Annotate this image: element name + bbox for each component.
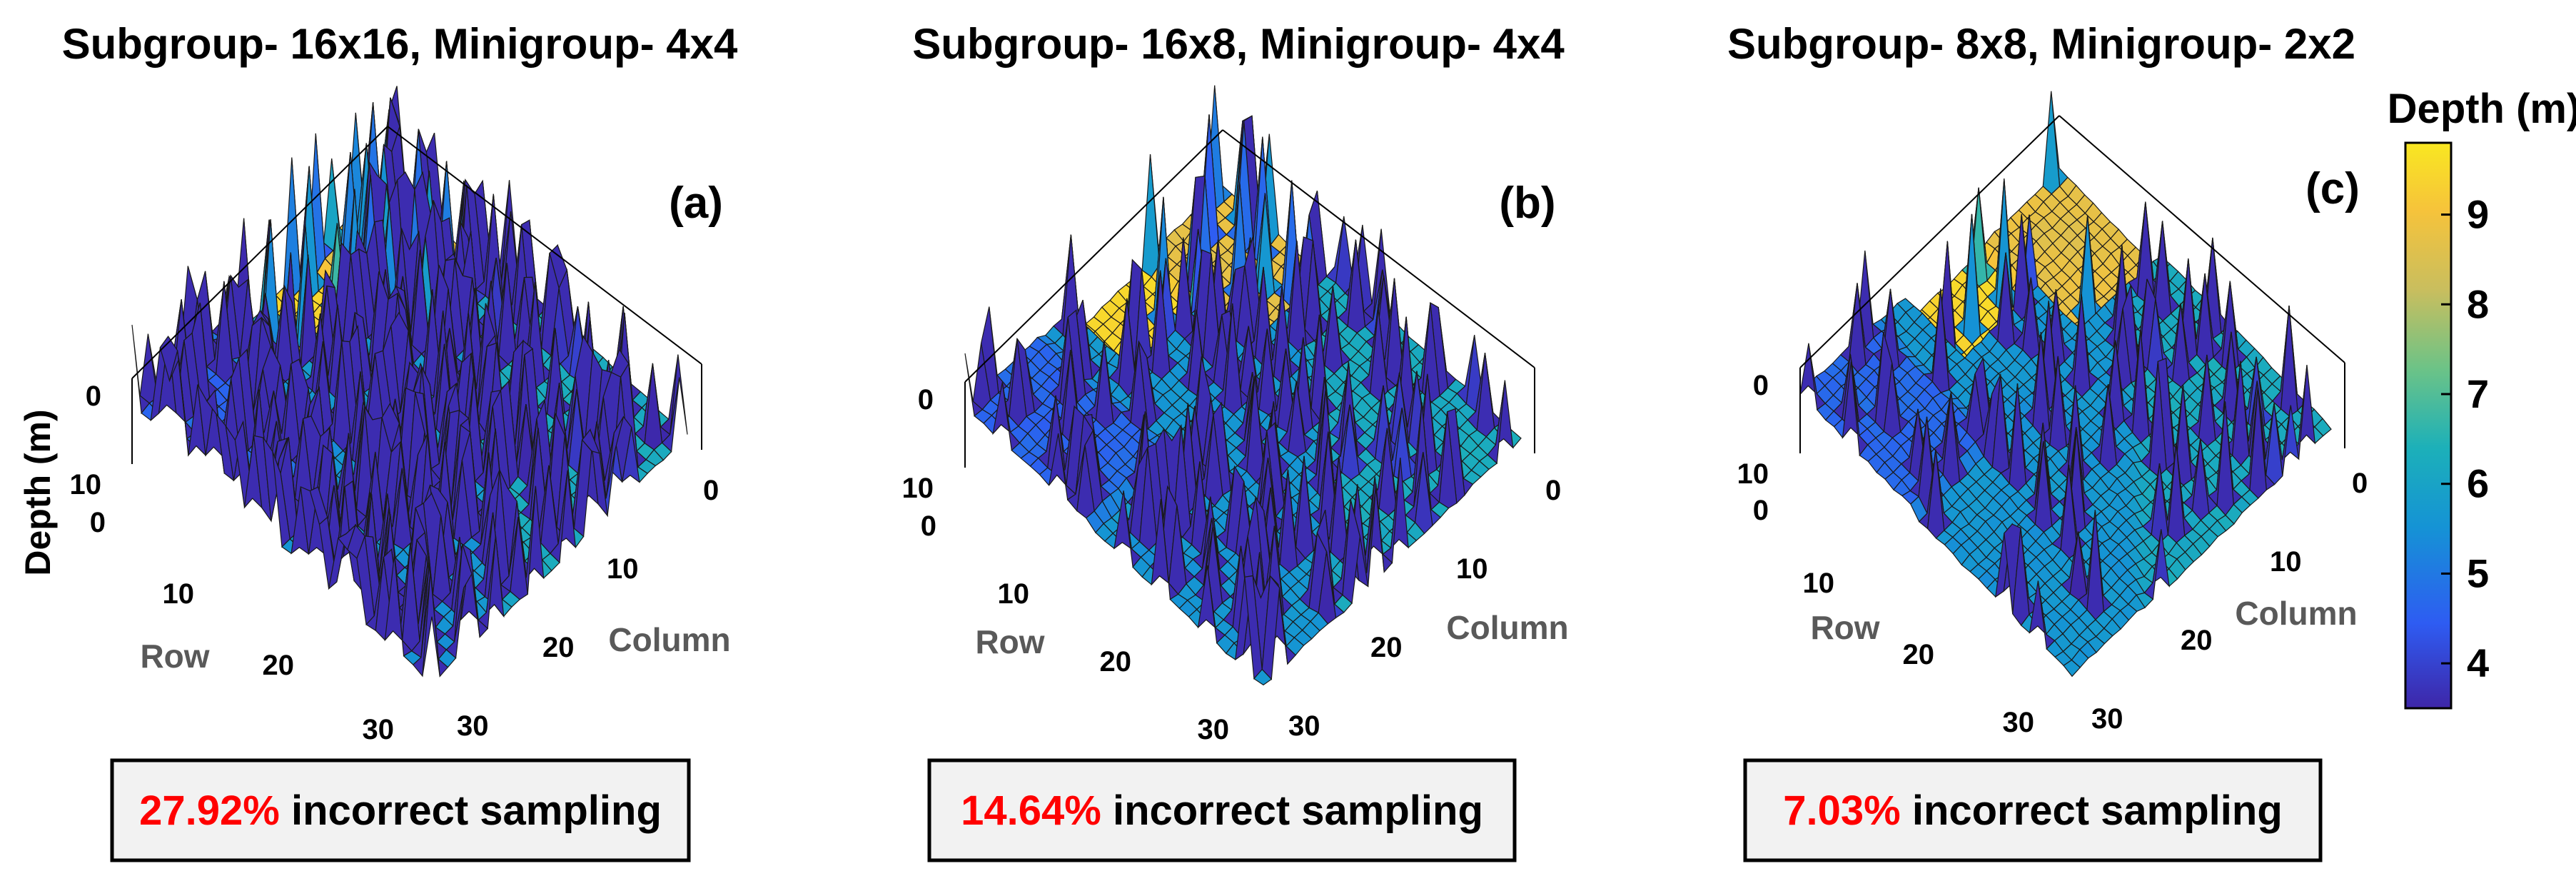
panel-label: (b) [1499, 178, 1555, 228]
col-tick-30: 30 [1288, 710, 1320, 742]
panel-c: Subgroup- 8x8, Minigroup- 2x2 (c) 0 10 0… [1727, 20, 2368, 862]
surface-cell [2042, 91, 2061, 195]
axis-edge [2059, 115, 2345, 363]
sampling-note-box [1743, 758, 2323, 862]
col-tick-10: 10 [607, 553, 639, 585]
sampling-note-box [927, 758, 1517, 862]
panel-b: Subgroup- 16x8, Minigroup- 4x4 (b) 0 10 … [902, 20, 1569, 862]
axis-edge [387, 126, 702, 365]
panel-title: Subgroup- 16x8, Minigroup- 4x4 [912, 20, 1565, 68]
colorbar-tick-label: 5 [2467, 550, 2489, 595]
axis-edge [131, 126, 388, 379]
col-tick-30: 30 [2091, 703, 2123, 735]
z-tick-10: 10 [70, 469, 102, 500]
row-axis-label: Row [975, 623, 1044, 660]
row-tick-10: 10 [1803, 568, 1835, 599]
row-tick-20: 20 [263, 650, 295, 681]
sampling-note: 7.03% incorrect sampling [1743, 758, 2323, 862]
panel-a: Subgroup- 16x16, Minigroup- 4x4 (a) Dept… [18, 20, 738, 862]
z-axis-label: Depth (m) [18, 409, 58, 575]
incorrect-sampling-label: incorrect sampling [1101, 787, 1483, 834]
row-axis-label: Row [140, 638, 209, 675]
row-tick-0: 0 [921, 510, 936, 542]
col-tick-30: 30 [457, 710, 489, 742]
row-tick-20: 20 [1100, 646, 1132, 678]
panel-title: Subgroup- 8x8, Minigroup- 2x2 [1727, 20, 2355, 68]
surface-cell [422, 572, 440, 677]
sampling-note: 14.64% incorrect sampling [927, 758, 1517, 862]
col-tick-20: 20 [542, 632, 575, 663]
colorbar-gradient [2404, 141, 2453, 710]
sampling-note-text: 27.92% incorrect sampling [139, 787, 662, 834]
row-tick-10: 10 [163, 578, 195, 610]
col-tick-10: 10 [2270, 546, 2302, 578]
incorrect-sampling-label: incorrect sampling [1901, 787, 2283, 834]
z-tick-0: 0 [86, 381, 101, 412]
incorrect-sampling-percent: 7.03% [1783, 787, 1900, 834]
surface-cell [2063, 659, 2081, 678]
row-tick-10: 10 [998, 578, 1030, 610]
surface-cell [1141, 153, 1161, 278]
colorbar-tick-label: 4 [2467, 640, 2489, 685]
colorbar: Depth (m) 4 5 6 7 8 9 [2388, 86, 2576, 710]
colorbar-tick-label: 6 [2467, 461, 2489, 506]
column-axis-label: Column [608, 621, 730, 658]
sampling-note-box [110, 758, 691, 862]
col-tick-0: 0 [2352, 468, 2368, 499]
sampling-note: 27.92% incorrect sampling [110, 758, 691, 862]
col-tick-0: 0 [703, 475, 719, 506]
row-tick-30: 30 [2003, 707, 2035, 738]
row-tick-0: 0 [90, 507, 106, 538]
surface-cell [1253, 668, 1273, 686]
surface-plot [964, 85, 1535, 686]
z-tick-0: 0 [918, 384, 934, 416]
col-tick-20: 20 [2181, 625, 2213, 656]
column-axis-label: Column [2235, 595, 2357, 632]
row-axis-label: Row [1810, 609, 1879, 646]
column-axis-label: Column [1446, 609, 1568, 646]
colorbar-tick-label: 8 [2467, 281, 2489, 326]
sampling-note-text: 14.64% incorrect sampling [961, 787, 1483, 834]
col-tick-20: 20 [1370, 632, 1403, 663]
col-tick-0: 0 [1545, 475, 1561, 506]
sampling-note-text: 7.03% incorrect sampling [1783, 787, 2283, 834]
axis-edge [964, 129, 1223, 383]
z-tick-10: 10 [1737, 458, 1769, 490]
panel-label: (c) [2305, 164, 2360, 213]
row-tick-30: 30 [1198, 714, 1230, 745]
z-tick-10: 10 [902, 473, 934, 504]
surface-plot [1799, 91, 2345, 678]
axis-edge [1799, 115, 2060, 368]
colorbar-ticks: 4 5 6 7 8 9 [2441, 192, 2489, 685]
row-tick-0: 0 [1753, 495, 1769, 526]
colorbar-tick-label: 9 [2467, 192, 2489, 237]
colorbar-title: Depth (m) [2388, 86, 2576, 132]
incorrect-sampling-percent: 27.92% [139, 787, 280, 834]
incorrect-sampling-percent: 14.64% [961, 787, 1101, 834]
axis-edge [1222, 129, 1535, 368]
panel-title: Subgroup- 16x16, Minigroup- 4x4 [62, 20, 738, 68]
row-tick-20: 20 [1903, 639, 1935, 670]
surface-plot [131, 86, 702, 678]
incorrect-sampling-label: incorrect sampling [280, 787, 662, 834]
panel-label: (a) [669, 178, 723, 228]
col-tick-10: 10 [1456, 553, 1488, 585]
row-tick-30: 30 [363, 714, 395, 745]
z-tick-0: 0 [1753, 370, 1769, 401]
colorbar-tick-label: 7 [2467, 371, 2489, 416]
